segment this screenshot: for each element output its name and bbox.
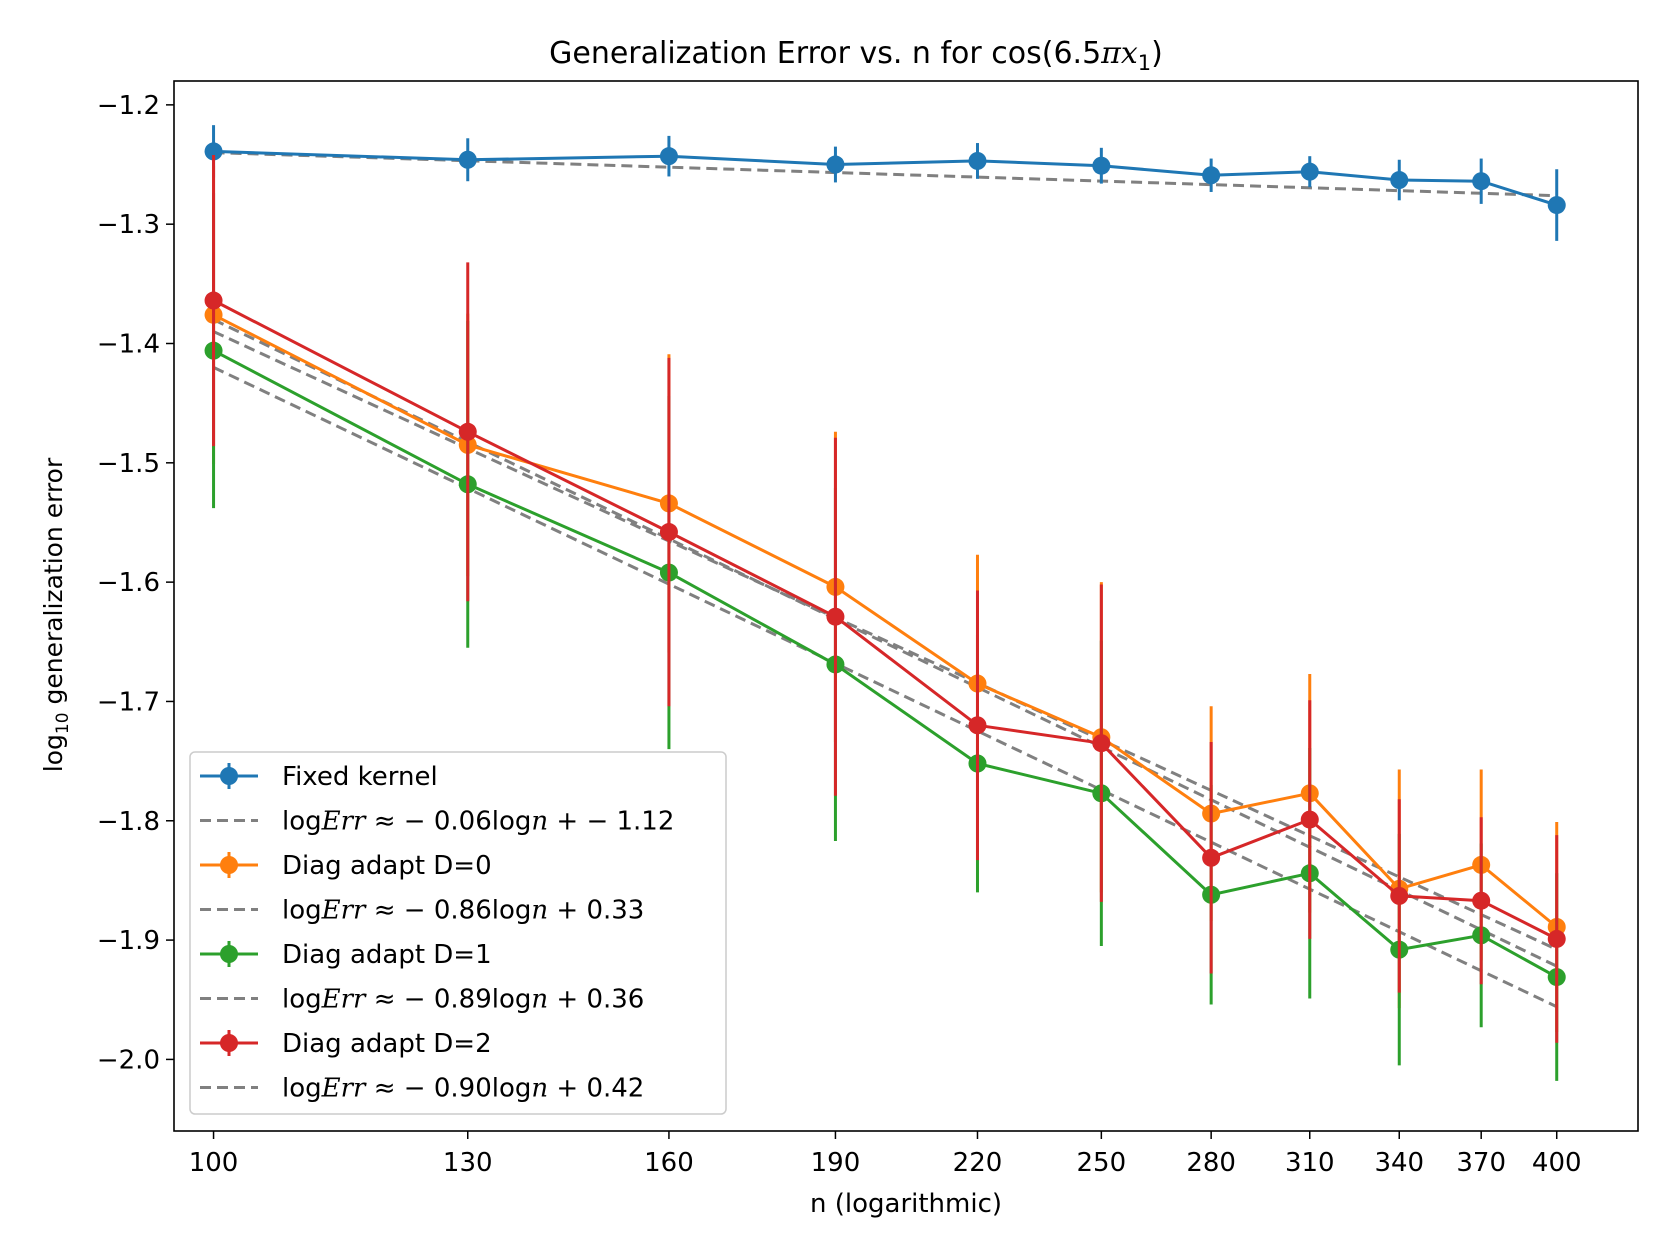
y-tick-label: −1.5 <box>97 449 160 479</box>
y-tick-label: −2.0 <box>97 1045 160 1075</box>
legend-label: Diag adapt D=2 <box>282 1029 492 1059</box>
y-tick-label: −1.2 <box>97 91 160 121</box>
legend-label: Diag adapt D=0 <box>282 851 492 881</box>
data-point <box>968 716 987 735</box>
data-point <box>1202 166 1221 185</box>
legend-marker <box>220 945 238 963</box>
x-tick-label: 190 <box>811 1148 861 1178</box>
data-point <box>458 150 477 169</box>
fit-line <box>212 318 1558 968</box>
legend-marker <box>220 1034 238 1052</box>
legend-fit-label: logErr ≈ − 0.06logn + − 1.12 <box>282 807 674 837</box>
x-tick-label: 340 <box>1374 1148 1424 1178</box>
legend-label: Fixed kernel <box>282 762 438 792</box>
series-diag-adapt-d-2 <box>204 154 1566 1043</box>
data-point <box>1472 891 1491 910</box>
legend-marker <box>220 767 238 785</box>
x-axis-label: n (logarithmic) <box>810 1189 1002 1219</box>
x-tick-label: 250 <box>1077 1148 1127 1178</box>
data-point <box>1547 929 1566 948</box>
x-tick-label: 280 <box>1186 1148 1236 1178</box>
data-point <box>1092 156 1111 175</box>
legend-fit-label: logErr ≈ − 0.90logn + 0.42 <box>282 1074 644 1104</box>
x-tick-label: 100 <box>189 1148 239 1178</box>
data-point <box>659 147 678 166</box>
data-point <box>1092 734 1111 753</box>
y-axis-label: log10 generalization error <box>39 457 73 772</box>
x-tick-label: 400 <box>1532 1148 1582 1178</box>
legend: Fixed kernel logErr ≈ − 0.06logn + − 1.12… <box>189 751 727 1115</box>
plot-area-frame <box>173 80 1639 1132</box>
data-point <box>1390 886 1409 905</box>
data-point <box>968 151 987 170</box>
data-point <box>1300 162 1319 181</box>
data-point <box>826 607 845 626</box>
x-tick-label: 130 <box>443 1148 493 1178</box>
y-tick-label: −1.6 <box>97 568 160 598</box>
data-point <box>204 291 223 310</box>
x-tick-label: 160 <box>644 1148 694 1178</box>
legend-label: Diag adapt D=1 <box>282 940 492 970</box>
x-tick-label: 370 <box>1456 1148 1506 1178</box>
fit-line <box>212 366 1558 1009</box>
legend-marker <box>220 856 238 874</box>
data-point <box>1547 196 1566 215</box>
data-series <box>204 125 1566 1081</box>
data-point <box>1390 171 1409 190</box>
data-point <box>659 523 678 542</box>
data-point <box>1472 172 1491 191</box>
y-tick-label: −1.4 <box>97 330 160 360</box>
fit-line <box>212 330 1558 951</box>
data-point <box>1202 848 1221 867</box>
legend-fit-label: logErr ≈ − 0.89logn + 0.36 <box>282 985 644 1015</box>
x-tick-label: 310 <box>1285 1148 1335 1178</box>
y-tick-label: −1.3 <box>97 210 160 240</box>
legend-fit-label: logErr ≈ − 0.86logn + 0.33 <box>282 896 644 926</box>
y-tick-label: −1.7 <box>97 687 160 717</box>
axis-ticks: 100 130 160 190 220 250 280 310 340 370 400 −2.0 −1.… <box>97 91 1582 1178</box>
x-tick-label: 220 <box>953 1148 1003 1178</box>
series-fixed-kernel <box>204 125 1566 241</box>
data-point <box>458 422 477 441</box>
y-tick-label: −1.8 <box>97 807 160 837</box>
chart-title: Generalization Error vs. n for cos(6.5πx… <box>549 36 1163 75</box>
data-point <box>826 155 845 174</box>
y-tick-label: −1.9 <box>97 926 160 956</box>
legend-box <box>189 751 727 1115</box>
data-point <box>1300 810 1319 829</box>
data-point <box>204 142 223 161</box>
